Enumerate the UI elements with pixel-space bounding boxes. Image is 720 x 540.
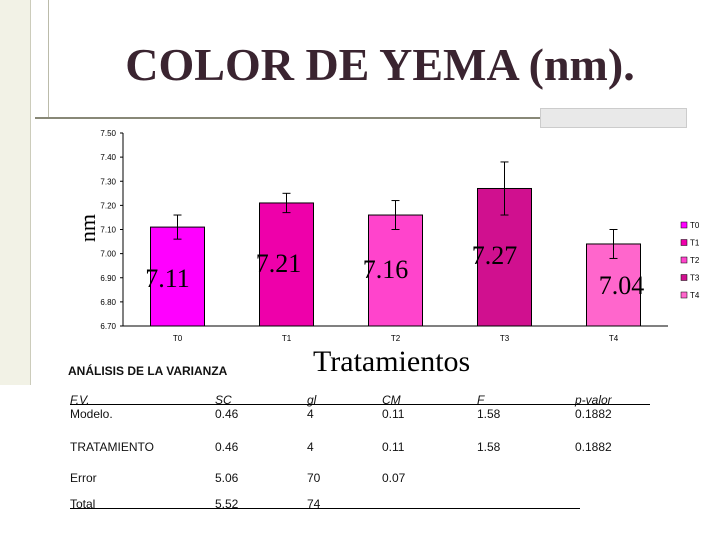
slide-title: COLOR DE YEMA (nm). [125, 39, 635, 90]
y-tick-label: 7.10 [100, 226, 116, 235]
anova-cell [477, 471, 575, 497]
anova-cell: TRATAMIENTO [70, 440, 154, 454]
y-tick-label: 7.20 [100, 201, 116, 210]
anova-header-rule [70, 404, 650, 405]
y-tick-label: 6.70 [100, 322, 116, 331]
y-tick-label: 6.80 [100, 298, 116, 307]
anova-cell: 0.1882 [575, 407, 612, 421]
anova-cell: 0.46 [215, 440, 239, 454]
legend-swatch [680, 256, 688, 264]
bar-t0 [150, 226, 205, 327]
anova-cell: Modelo. [70, 407, 113, 421]
anova-cell [477, 497, 575, 512]
legend-swatch [680, 274, 688, 281]
anova-cell: 0.46 [215, 407, 239, 421]
y-tick-label: 7.00 [100, 250, 116, 259]
x-axis-title: Tratamientos [313, 345, 471, 378]
anova-cell: 5.52 [215, 497, 239, 511]
anova-row-modelo: Modelo. 0.46 4 0.11 1.58 0.1882 [70, 407, 655, 440]
anova-cell: Error [70, 471, 97, 485]
data-label: 7.04 [599, 271, 645, 300]
anova-cell [575, 497, 655, 512]
bar-t1 [259, 202, 314, 327]
anova-cell: 0.11 [382, 407, 405, 421]
anova-bottom-rule [70, 508, 580, 509]
anova-header: SC [215, 393, 232, 407]
anova-cell [382, 497, 477, 512]
anova-header: gl [307, 393, 317, 407]
anova-cell: 70 [307, 471, 321, 485]
data-label: 7.16 [363, 255, 409, 284]
data-label: 7.21 [256, 249, 302, 278]
legend-label: T0 [690, 221, 700, 230]
anova-header: F.V. [70, 393, 90, 407]
x-tick-label: T1 [282, 334, 292, 343]
anova-row-error: Error 5.06 70 0.07 [70, 471, 655, 497]
bar-t2 [368, 214, 423, 327]
title-underline [35, 117, 655, 119]
left-decor-band [0, 0, 31, 385]
anova-cell: 5.06 [215, 471, 239, 485]
left-decor-line [48, 0, 49, 118]
anova-cell: 0.07 [382, 471, 406, 485]
y-tick-label: 7.30 [100, 177, 116, 186]
x-tick-label: T0 [173, 334, 183, 343]
legend-label: T4 [690, 291, 700, 300]
x-tick-label: T3 [500, 334, 510, 343]
anova-cell: 1.58 [477, 440, 501, 454]
y-tick-label: 7.50 [100, 129, 116, 138]
legend-swatch [680, 291, 688, 299]
x-tick-label: T2 [391, 334, 401, 343]
anova-cell: 4 [307, 440, 314, 454]
y-tick-label: 6.90 [100, 274, 116, 283]
x-tick-label: T4 [609, 334, 619, 343]
legend-swatch [680, 221, 688, 229]
anova-row-total: Total 5.52 74 [70, 497, 655, 512]
anova-row-tratamiento: TRATAMIENTO 0.46 4 0.11 1.58 0.1882 [70, 440, 655, 471]
y-axis-label: nm [75, 214, 100, 242]
data-label: 7.11 [145, 264, 190, 293]
anova-cell: 4 [307, 407, 314, 421]
anova-title: ANÁLISIS DE LA VARIANZA [68, 364, 228, 378]
anova-cell: 1.58 [477, 407, 501, 421]
legend-label: T3 [690, 274, 700, 283]
y-tick-label: 7.40 [100, 153, 116, 162]
legend-label: T2 [690, 256, 700, 265]
anova-cell: 74 [307, 497, 321, 511]
anova-cell: Total [70, 497, 96, 511]
anova-header: CM [382, 393, 401, 407]
anova-cell: 0.11 [382, 440, 405, 454]
legend-label: T1 [690, 239, 700, 248]
anova-header: F [477, 393, 485, 407]
anova-header: p-valor [575, 393, 612, 407]
anova-cell: 0.1882 [575, 440, 612, 454]
anova-table: F.V. SC gl CM F p-valor Modelo. 0.46 4 0… [70, 393, 655, 512]
legend-swatch [680, 239, 688, 246]
anova-header-row: F.V. SC gl CM F p-valor [70, 393, 655, 407]
right-decor-box [540, 108, 687, 128]
data-label: 7.27 [472, 241, 518, 270]
anova-cell [575, 471, 655, 497]
